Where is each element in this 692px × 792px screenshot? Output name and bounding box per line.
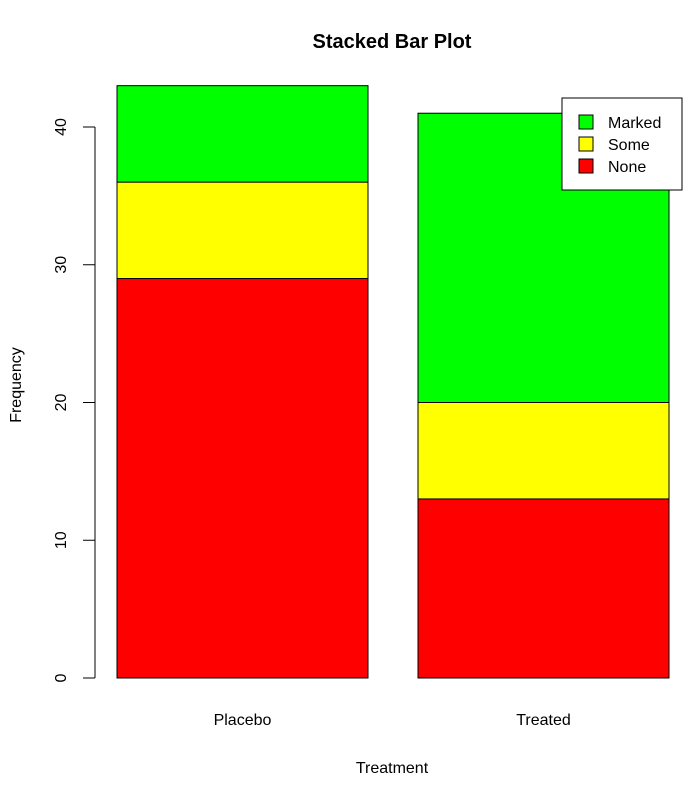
bar-placebo-marked [116,85,369,183]
legend-swatch-marked [578,114,594,130]
legend: Marked Some None [561,97,683,191]
bars-group [116,85,670,679]
y-axis: 0 10 20 30 40 [53,118,96,682]
chart-title: Stacked Bar Plot [313,31,472,53]
y-tick-label: 0 [53,673,70,682]
y-tick-label: 20 [53,394,70,412]
legend-swatch-none [578,158,594,174]
x-axis-label: Treatment [356,760,429,777]
y-tick-label: 40 [53,118,70,136]
bar-treated-none [417,498,670,679]
x-tick-label-placebo: Placebo [214,712,272,729]
y-axis-label: Frequency [8,347,25,423]
bar-placebo-none [116,278,369,679]
legend-label-some: Some [608,137,650,154]
bar-placebo-some [116,181,369,280]
y-tick-label: 10 [53,531,70,549]
y-tick-label: 30 [53,256,70,274]
legend-label-marked: Marked [608,115,661,132]
x-tick-label-treated: Treated [516,712,571,729]
bar-treated-some [417,402,670,500]
legend-label-none: None [608,159,646,176]
legend-swatch-some [578,136,594,152]
x-tick-labels: Placebo Treated [214,712,571,729]
